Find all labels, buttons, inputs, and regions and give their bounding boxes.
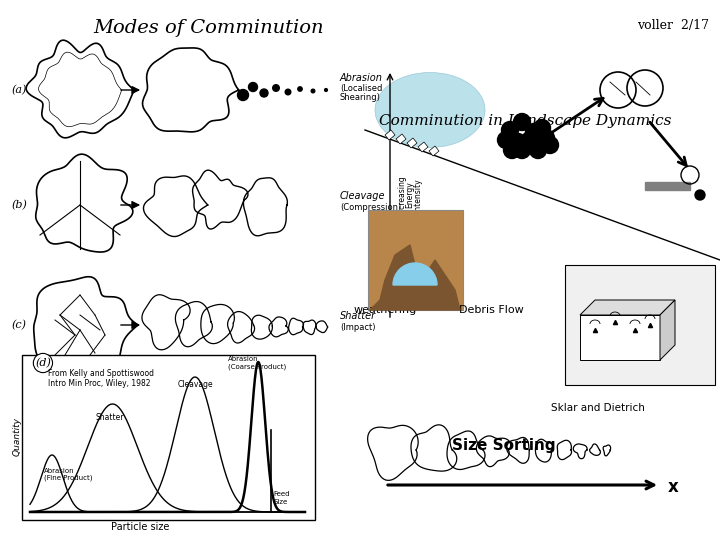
Circle shape xyxy=(513,113,531,131)
Circle shape xyxy=(503,141,521,159)
Polygon shape xyxy=(407,138,417,148)
Bar xyxy=(22,355,315,520)
Bar xyxy=(368,210,463,310)
Text: weathering: weathering xyxy=(354,305,417,315)
Text: Intensity: Intensity xyxy=(413,178,422,212)
Text: (b): (b) xyxy=(12,200,28,210)
Text: Abrasion
(Coarse Product): Abrasion (Coarse Product) xyxy=(228,356,287,369)
Circle shape xyxy=(534,119,551,137)
Text: (a): (a) xyxy=(12,85,27,95)
Polygon shape xyxy=(385,130,395,140)
Wedge shape xyxy=(393,263,437,285)
Text: Increasing: Increasing xyxy=(397,175,406,215)
Circle shape xyxy=(311,89,315,93)
Circle shape xyxy=(238,90,248,100)
Text: Comminution in Landscape Dynamics: Comminution in Landscape Dynamics xyxy=(379,114,672,129)
Circle shape xyxy=(695,190,705,200)
Circle shape xyxy=(538,130,554,146)
Ellipse shape xyxy=(375,72,485,147)
Text: Quantity: Quantity xyxy=(12,417,22,456)
Text: Sklar and Dietrich: Sklar and Dietrich xyxy=(551,403,644,413)
Text: Size Sorting: Size Sorting xyxy=(452,438,556,453)
Text: Shatter: Shatter xyxy=(96,413,124,422)
Circle shape xyxy=(273,85,279,91)
Text: Modes of Comminution: Modes of Comminution xyxy=(94,19,324,37)
Text: Shearing): Shearing) xyxy=(340,93,381,103)
Text: x: x xyxy=(668,478,679,496)
Text: (Impact): (Impact) xyxy=(340,323,376,333)
Text: Abrasion
(Fine Product): Abrasion (Fine Product) xyxy=(44,468,92,481)
Polygon shape xyxy=(429,146,439,156)
Text: Feed
Size: Feed Size xyxy=(274,491,290,504)
Text: (Compression): (Compression) xyxy=(340,204,401,213)
Circle shape xyxy=(513,141,531,159)
Text: voller  2/17: voller 2/17 xyxy=(637,19,709,32)
Text: Cleavage: Cleavage xyxy=(340,191,385,201)
Text: Shatter: Shatter xyxy=(340,311,376,321)
Polygon shape xyxy=(370,245,460,310)
Polygon shape xyxy=(396,134,406,144)
Bar xyxy=(565,265,715,385)
Text: Intro Min Proc, Wiley, 1982: Intro Min Proc, Wiley, 1982 xyxy=(48,379,150,388)
Circle shape xyxy=(521,132,539,148)
Text: Abrasion: Abrasion xyxy=(340,73,383,83)
Polygon shape xyxy=(580,300,675,315)
Text: (d): (d) xyxy=(35,358,51,368)
Circle shape xyxy=(325,89,328,91)
Text: Energy: Energy xyxy=(405,181,414,208)
Text: From Kelly and Spottiswood: From Kelly and Spottiswood xyxy=(48,368,154,377)
Circle shape xyxy=(298,87,302,91)
Circle shape xyxy=(526,124,542,140)
Text: (c): (c) xyxy=(12,320,27,330)
Bar xyxy=(645,182,690,190)
Circle shape xyxy=(541,137,559,153)
Polygon shape xyxy=(660,300,675,360)
Circle shape xyxy=(510,133,526,151)
Text: Saltation: Saltation xyxy=(583,320,634,330)
Circle shape xyxy=(260,89,268,97)
Text: Particle size: Particle size xyxy=(111,522,170,532)
Circle shape xyxy=(285,89,291,95)
Text: Debris Flow: Debris Flow xyxy=(459,305,524,315)
Text: (Localised: (Localised xyxy=(340,84,382,92)
Circle shape xyxy=(502,122,518,138)
Bar xyxy=(580,315,660,360)
Text: Glacial abrasion: Glacial abrasion xyxy=(371,235,460,245)
Circle shape xyxy=(529,141,546,159)
Polygon shape xyxy=(418,142,428,152)
Circle shape xyxy=(498,132,515,148)
Text: Cleavage: Cleavage xyxy=(177,380,213,389)
Circle shape xyxy=(248,83,258,91)
